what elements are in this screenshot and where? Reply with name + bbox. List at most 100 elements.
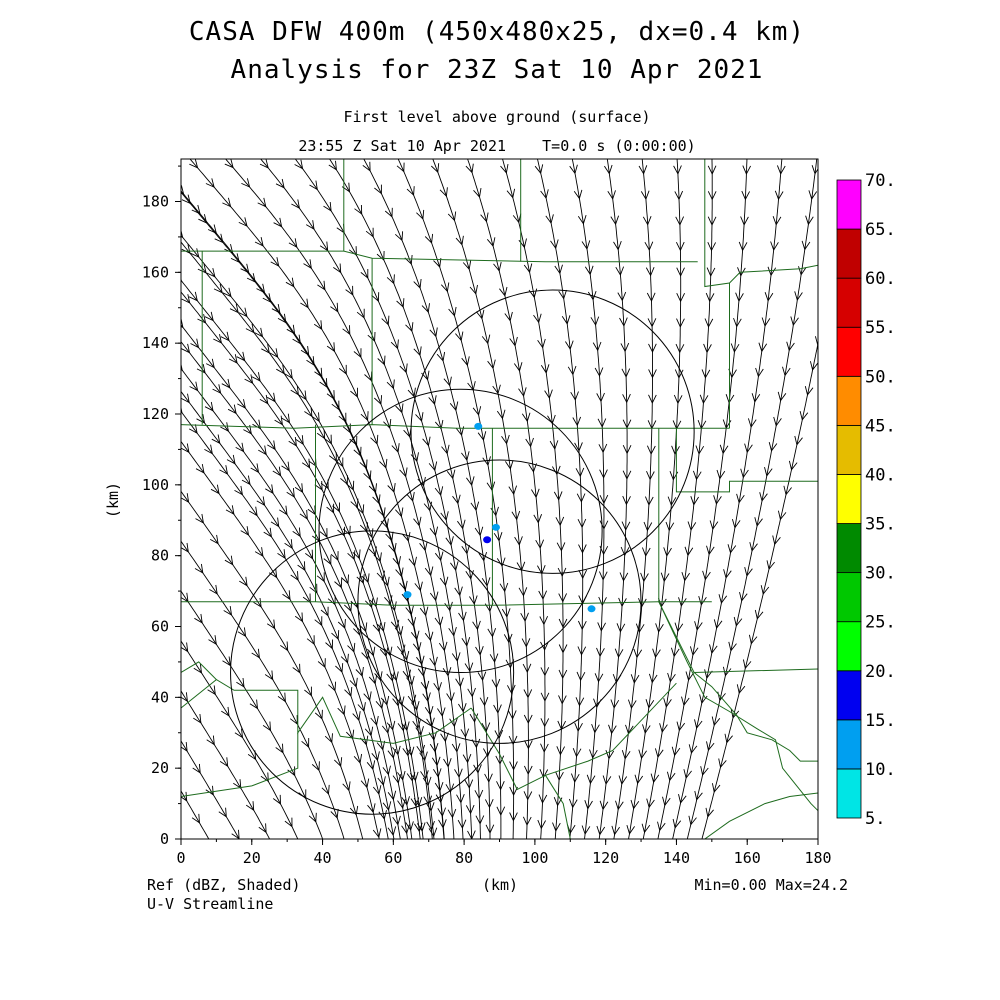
streamline-arrow	[323, 434, 332, 445]
streamline	[701, 340, 818, 839]
streamline-arrow	[523, 765, 533, 776]
streamline-arrow	[401, 796, 410, 806]
streamline-arrow	[240, 263, 250, 274]
county-boundary	[545, 775, 571, 839]
streamline-arrow	[610, 215, 620, 226]
streamline-arrow	[574, 442, 583, 452]
streamline-arrow	[253, 597, 262, 608]
streamline-arrow	[754, 517, 763, 527]
streamline-arrow	[355, 666, 364, 677]
streamline-arrow	[294, 159, 304, 170]
streamline-arrow	[298, 390, 307, 401]
streamline-arrow	[777, 391, 787, 402]
x-tick-label: 140	[663, 849, 690, 867]
streamline-arrow	[317, 280, 326, 291]
streamline-arrow	[598, 571, 608, 581]
streamline-arrow	[234, 485, 243, 496]
streamline-arrow	[422, 776, 432, 787]
streamline-arrow	[258, 445, 267, 456]
streamline-arrow	[630, 674, 640, 684]
streamline-arrow	[694, 621, 703, 631]
streamline-arrow	[360, 778, 370, 789]
streamline-arrow	[356, 574, 365, 585]
streamline	[181, 367, 401, 839]
streamline-arrow	[204, 401, 214, 412]
streamline-arrow	[376, 740, 386, 751]
streamline	[260, 159, 473, 839]
y-axis-label: (km)	[104, 482, 122, 518]
streamline-arrow	[446, 469, 456, 480]
streamline-arrow	[281, 461, 290, 472]
colorbar-label: 15.	[865, 711, 896, 731]
streamline-arrow	[728, 641, 737, 652]
streamline-arrow	[794, 435, 803, 446]
streamline-arrow	[572, 748, 582, 758]
streamline-arrow	[386, 274, 395, 285]
streamline-arrow	[251, 372, 261, 382]
reflectivity-echo	[403, 591, 412, 599]
streamline-arrow	[417, 667, 427, 678]
streamline-arrow	[342, 325, 351, 336]
colorbar-label: 5.	[865, 809, 885, 829]
streamline-arrow	[338, 364, 347, 375]
streamline-arrow	[574, 722, 583, 733]
streamline-arrow	[578, 544, 587, 554]
chart-subtitle-line2: 23:55 Z Sat 10 Apr 2021 T=0.0 s (0:00:00…	[298, 137, 695, 155]
streamline-arrow	[342, 525, 351, 536]
streamline-arrow	[804, 385, 814, 396]
streamline-arrow	[439, 187, 448, 198]
streamline-arrow	[613, 240, 622, 251]
colorbar-label: 70.	[865, 171, 896, 191]
streamline-arrow	[447, 211, 457, 222]
streamline-arrow	[429, 591, 439, 602]
streamline-arrow	[558, 669, 568, 680]
streamline-arrow	[695, 445, 705, 455]
y-tick-label: 60	[151, 618, 169, 636]
streamline-arrow	[572, 416, 582, 427]
x-tick-label: 160	[734, 849, 761, 867]
streamline-arrow	[419, 541, 428, 552]
streamline-arrow	[288, 436, 297, 447]
streamline-arrow	[545, 214, 554, 225]
streamline-arrow	[181, 185, 185, 195]
streamline-arrow	[401, 824, 410, 835]
streamline	[628, 159, 682, 839]
streamline-arrow	[367, 803, 376, 814]
streamline-arrow	[316, 572, 325, 583]
streamline-arrow	[327, 595, 336, 606]
streamline-arrow	[448, 626, 457, 637]
reflectivity-echo	[491, 523, 500, 531]
streamline-arrow	[428, 827, 438, 838]
streamline-arrow	[320, 479, 329, 490]
county-boundary	[181, 601, 712, 606]
streamline-arrow	[538, 590, 548, 601]
streamline-arrow	[294, 612, 304, 623]
county-boundary	[658, 601, 818, 674]
streamline-arrow	[740, 216, 749, 226]
streamline-arrow	[522, 816, 532, 827]
streamline-arrow	[433, 682, 442, 692]
streamline-arrow	[462, 753, 472, 764]
streamline-arrow	[193, 713, 202, 724]
radar-range-rings-layer	[230, 289, 695, 815]
streamline-arrow	[321, 784, 330, 795]
streamline-arrow	[243, 424, 252, 435]
streamline-arrow	[449, 717, 458, 728]
streamline-arrow	[465, 804, 475, 815]
streamline-arrow	[259, 394, 269, 405]
streamline-arrow	[676, 267, 685, 277]
streamline-arrow	[226, 454, 236, 465]
streamline-arrow	[534, 164, 544, 175]
streamline-arrow	[550, 239, 559, 250]
streamline-arrow	[356, 504, 365, 515]
streamline-arrow	[493, 704, 502, 714]
streamline-arrow	[368, 674, 378, 685]
chart-title-line2: Analysis for 23Z Sat 10 Apr 2021	[231, 55, 764, 85]
streamline-arrow	[485, 824, 495, 834]
streamline-arrow	[314, 616, 323, 627]
streamline-arrow	[467, 687, 476, 698]
streamline-arrow	[493, 262, 502, 272]
streamline-arrow	[349, 677, 358, 688]
streamline-arrow	[413, 346, 422, 357]
streamline-arrow	[337, 618, 346, 629]
